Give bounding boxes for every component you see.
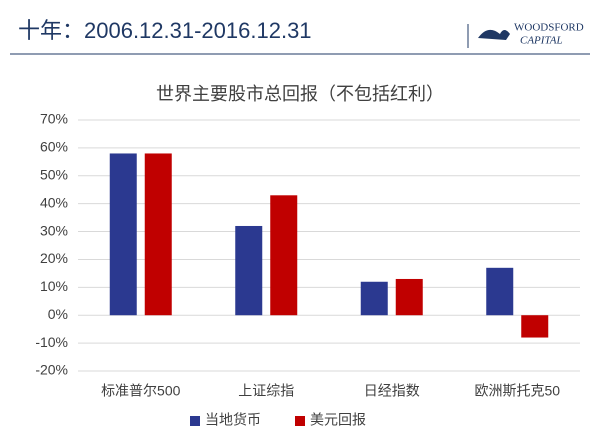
- bar: [235, 225, 263, 316]
- legend-label: 美元回报: [310, 412, 366, 428]
- logo-text: CAPITAL: [520, 35, 563, 47]
- bar: [144, 153, 172, 316]
- legend-swatch: [295, 416, 305, 426]
- y-tick-label: 60%: [40, 139, 68, 155]
- x-tick-label: 上证综指: [238, 383, 294, 399]
- y-tick-label: 70%: [40, 111, 68, 127]
- legend-swatch: [190, 416, 200, 426]
- bar: [270, 195, 298, 316]
- y-tick-label: -10%: [35, 334, 68, 350]
- bar: [360, 281, 388, 316]
- slide-title: 十年：2006.12.31-2016.12.31: [18, 18, 312, 43]
- bar: [395, 278, 423, 316]
- bar: [486, 267, 514, 316]
- x-tick-label: 日经指数: [364, 383, 420, 399]
- x-tick-label: 欧洲斯托克50: [474, 383, 560, 399]
- y-tick-label: 30%: [40, 222, 68, 238]
- y-tick-label: 50%: [40, 166, 68, 182]
- x-tick-label: 标准普尔500: [101, 383, 181, 399]
- bar: [521, 315, 549, 338]
- logo-icon: [478, 29, 510, 40]
- y-tick-label: 10%: [40, 278, 68, 294]
- y-tick-label: 0%: [48, 306, 68, 322]
- chart-title: 世界主要股市总回报（不包括红利）: [156, 84, 444, 104]
- y-tick-label: 20%: [40, 250, 68, 266]
- y-tick-label: -20%: [35, 362, 68, 378]
- legend-label: 当地货币: [205, 412, 261, 428]
- logo-text: WOODSFORD: [514, 22, 584, 34]
- bar: [109, 153, 137, 316]
- y-tick-label: 40%: [40, 194, 68, 210]
